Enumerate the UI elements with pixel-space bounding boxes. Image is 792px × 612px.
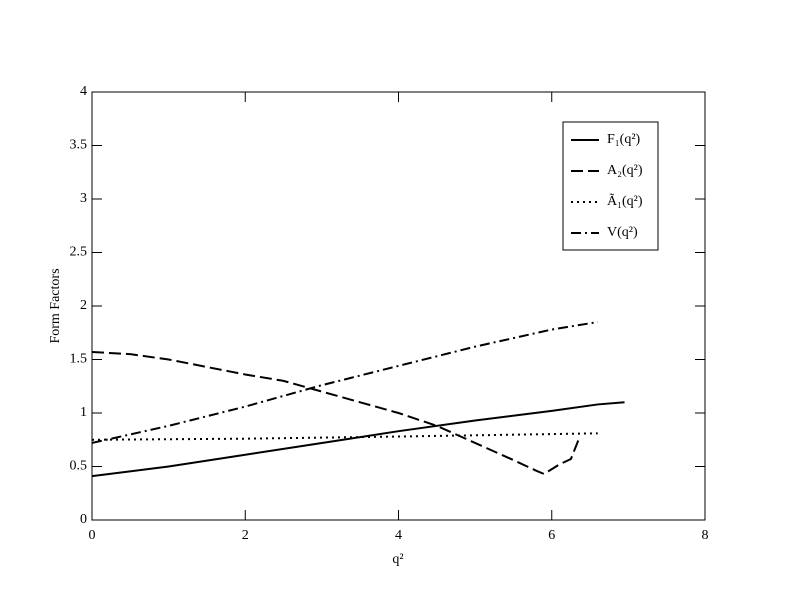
x-tick-label: 8 <box>702 528 709 543</box>
series-line <box>91 401 625 478</box>
y-tick-label: 2 <box>80 298 87 313</box>
y-tick-label: 1.5 <box>70 352 88 367</box>
y-tick-label: 3 <box>80 191 87 206</box>
x-tick-label: 2 <box>242 528 249 543</box>
y-axis-label: Form Factors <box>48 268 63 343</box>
y-tick-label: 1 <box>80 405 87 420</box>
legend-label: V(q²) <box>607 225 638 240</box>
y-tick-label: 0.5 <box>70 459 88 474</box>
legend-box <box>562 121 659 251</box>
legend-label: Ã₁(q²) <box>607 193 643 209</box>
y-tick-label: 2.5 <box>70 245 88 260</box>
y-tick-label: 3.5 <box>70 138 88 153</box>
series-line <box>91 432 598 441</box>
x-tick-label: 6 <box>548 528 555 543</box>
series-line <box>91 351 580 476</box>
x-tick-label: 4 <box>395 528 402 543</box>
legend-label: F₁(q²) <box>607 132 641 147</box>
y-tick-label: 4 <box>80 84 87 99</box>
y-tick-label: 0 <box>80 512 87 527</box>
legend-label: A₂(q²) <box>607 163 643 178</box>
x-tick-label: 0 <box>89 528 96 543</box>
x-axis-label: q² <box>392 552 403 567</box>
series-line <box>91 321 598 444</box>
